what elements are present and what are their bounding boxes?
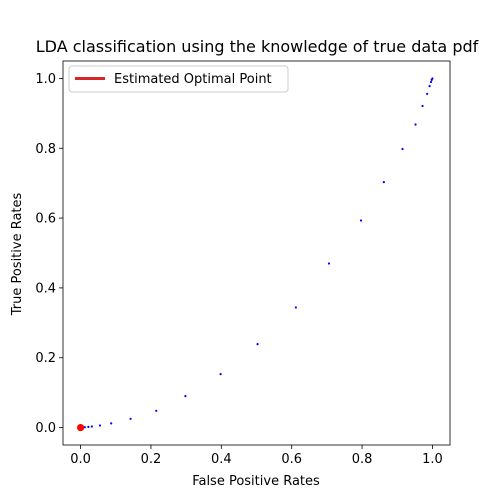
roc-point	[98, 424, 102, 427]
roc-point	[294, 306, 298, 309]
chart-title: LDA classification using the knowledge o…	[36, 37, 479, 56]
y-tick-label: 1.0	[35, 72, 56, 87]
y-tick-label: 0.0	[35, 421, 56, 436]
y-tick-label: 0.6	[35, 212, 56, 227]
roc-point	[184, 395, 187, 398]
x-tick-label: 1.0	[422, 452, 443, 467]
y-tick-label: 0.8	[35, 142, 56, 157]
y-tick-label: 0.2	[35, 351, 56, 366]
legend: Estimated Optimal Point	[68, 65, 289, 93]
legend-frame	[68, 65, 289, 93]
x-tick-label: 0.0	[70, 452, 91, 467]
y-axis-label: True Positive Rates	[10, 192, 25, 316]
roc-point	[90, 425, 93, 428]
roc-point	[110, 422, 113, 425]
roc-point	[421, 104, 424, 108]
roc-point	[87, 425, 90, 428]
y-tick-label: 0.4	[35, 281, 56, 296]
roc-point	[429, 80, 433, 84]
roc-point	[426, 92, 429, 95]
x-axis-label: False Positive Rates	[192, 474, 320, 489]
roc-point	[382, 181, 385, 184]
x-tick-label: 0.4	[211, 452, 232, 467]
roc-point	[359, 219, 363, 222]
roc-point	[431, 77, 434, 80]
plot-area: 0.0 0.2 0.4 0.6 0.8 1.0 0.0 0.2 0.4 0.6 0.8 1.0	[35, 60, 451, 467]
x-tick-label: 0.8	[352, 452, 373, 467]
roc-point	[401, 147, 404, 151]
roc-point	[327, 262, 331, 265]
roc-point	[219, 373, 222, 376]
roc-point	[428, 85, 431, 88]
roc-point	[129, 417, 132, 420]
optimal-point	[76, 423, 85, 432]
roc-point	[83, 426, 86, 429]
x-tick-label: 0.6	[281, 452, 302, 467]
roc-point	[414, 123, 417, 126]
roc-point	[256, 343, 259, 346]
axes-frame	[62, 60, 451, 446]
legend-label-estimated-optimal-point: Estimated Optimal Point	[114, 72, 272, 87]
roc-point	[155, 409, 158, 412]
x-tick-label: 0.2	[141, 452, 162, 467]
